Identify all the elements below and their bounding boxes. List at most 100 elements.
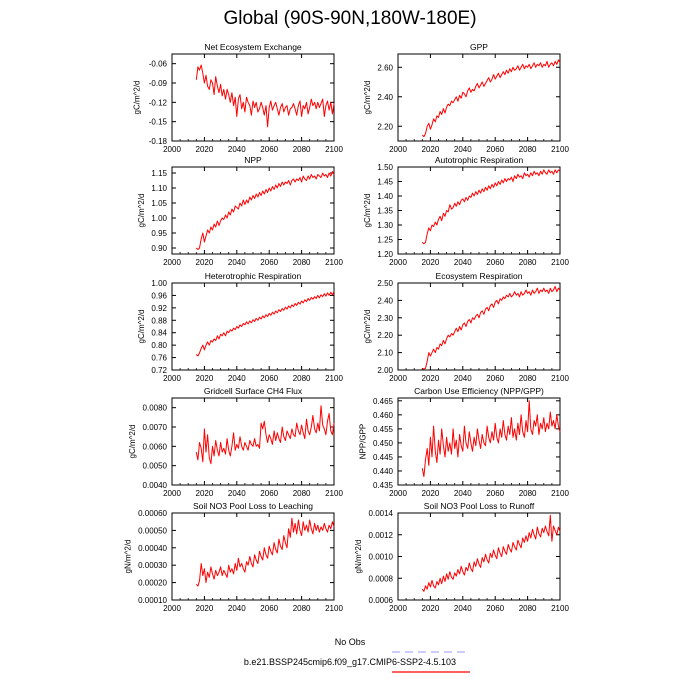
- series-line: [195, 64, 335, 128]
- y-axis-label: gC/m^2/d: [137, 310, 146, 344]
- y-tick-label: -0.09: [149, 79, 168, 88]
- y-tick-label: 0.445: [373, 453, 394, 462]
- x-tick-label: 2080: [519, 489, 537, 498]
- x-tick-label: 2060: [486, 145, 504, 154]
- x-tick-label: 2080: [293, 258, 311, 267]
- y-tick-label: 0.455: [373, 425, 394, 434]
- y-tick-label: 0.0008: [369, 574, 394, 583]
- y-tick-label: 0.80: [151, 341, 167, 350]
- x-tick-label: 2000: [389, 258, 407, 267]
- x-tick-label: 2100: [551, 604, 569, 613]
- y-tick-label: -0.06: [149, 60, 168, 69]
- x-tick-label: 2040: [228, 258, 246, 267]
- chart-panel-1: Net Ecosystem Exchange 2000 2020 2040 2060 20…: [133, 42, 344, 154]
- x-tick-label: 2020: [422, 145, 440, 154]
- x-tick-label: 2020: [422, 258, 440, 267]
- legend-line-model: [392, 671, 470, 673]
- x-tick-label: 2100: [325, 145, 343, 154]
- chart-title: Gridcell Surface CH4 Flux: [204, 386, 303, 396]
- legend-label-no-obs: No Obs: [334, 637, 366, 647]
- y-tick-label: 0.88: [151, 316, 167, 325]
- x-tick-label: 2100: [325, 374, 343, 383]
- chart-panel-5: Heterotrophic Respiration 2000 2020 2040 206…: [137, 271, 343, 383]
- x-tick-label: 2080: [519, 258, 537, 267]
- x-tick-label: 2000: [163, 489, 181, 498]
- x-tick-label: 2040: [454, 489, 472, 498]
- legend-label-model: b.e21.BSSP245cmip6.f09_g17.CMIP6-SSP2-4.…: [243, 657, 457, 667]
- x-tick-label: 2080: [293, 489, 311, 498]
- x-tick-label: 2000: [163, 145, 181, 154]
- y-axis-label: gC/m^2/d: [363, 194, 372, 228]
- x-tick-label: 2060: [486, 604, 504, 613]
- x-tick-label: 2020: [196, 258, 214, 267]
- plot-frame: [171, 166, 335, 255]
- chart-panel-3: NPP 2000 2020 2040 2060 2080 2100 0.90 0.95 1.00 1…: [137, 155, 343, 267]
- y-tick-label: 0.0014: [369, 509, 394, 518]
- y-tick-label: 2.40: [377, 296, 393, 305]
- x-tick-label: 2080: [293, 604, 311, 613]
- y-tick-label: 0.0006: [369, 596, 394, 605]
- x-tick-label: 2060: [260, 258, 278, 267]
- chart-title: Soil NO3 Pool Loss to Runoff: [424, 501, 535, 511]
- y-tick-label: 2.20: [377, 122, 393, 131]
- chart-title: NPP: [244, 155, 262, 165]
- y-tick-label: 2.40: [377, 93, 393, 102]
- y-tick-label: 0.465: [373, 397, 394, 406]
- y-tick-label: 1.50: [377, 163, 393, 172]
- x-tick-label: 2060: [486, 374, 504, 383]
- x-tick-label: 2000: [389, 604, 407, 613]
- x-tick-label: 2060: [260, 489, 278, 498]
- plot-frame: [171, 53, 335, 142]
- chart-panel-9: Soil NO3 Pool Loss to Leaching 2000 2020 20…: [124, 501, 344, 613]
- y-tick-label: -0.12: [149, 98, 168, 107]
- chart-title: Heterotrophic Respiration: [205, 271, 302, 281]
- x-tick-label: 2020: [422, 374, 440, 383]
- plot-frame: [171, 512, 335, 601]
- y-axis-label: gC/m^2/d: [363, 81, 372, 115]
- series-line: [421, 169, 561, 245]
- x-tick-label: 2040: [228, 604, 246, 613]
- y-tick-label: -0.18: [149, 137, 168, 146]
- x-tick-label: 2100: [551, 145, 569, 154]
- x-tick-label: 2020: [196, 374, 214, 383]
- y-tick-label: 0.00040: [138, 544, 167, 553]
- y-axis-label: gC/m^2/d: [137, 194, 146, 228]
- y-tick-label: 1.25: [377, 236, 393, 245]
- x-tick-label: 2040: [454, 258, 472, 267]
- y-axis-label: gC/m^2/d: [133, 81, 142, 115]
- y-tick-label: 0.435: [373, 481, 394, 490]
- x-tick-label: 2100: [325, 604, 343, 613]
- x-tick-label: 2100: [551, 374, 569, 383]
- y-tick-label: 0.00020: [138, 579, 167, 588]
- x-tick-label: 2020: [196, 604, 214, 613]
- x-tick-label: 2020: [422, 604, 440, 613]
- y-tick-label: 2.10: [377, 349, 393, 358]
- chart-title: Carbon Use Efficiency (NPP/GPP): [414, 386, 544, 396]
- plot-frame: [171, 282, 335, 371]
- y-axis-label: gN/m^2/d: [124, 540, 133, 574]
- chart-title: GPP: [470, 42, 488, 52]
- y-axis-label: gC/m^2/d: [128, 425, 137, 459]
- chart-panel-7: Gridcell Surface CH4 Flux 2000 2020 2040 206…: [128, 386, 343, 498]
- y-tick-label: 0.0010: [369, 553, 394, 562]
- chart-panel-4: Autotrophic Respiration 2000 2020 2040 2060 2…: [363, 155, 569, 267]
- y-tick-label: 0.450: [373, 439, 394, 448]
- chart-title: Ecosystem Respiration: [436, 271, 523, 281]
- y-tick-label: 0.00050: [138, 526, 167, 535]
- page-title: Global (90S-90N,180W-180E): [223, 8, 477, 29]
- x-tick-label: 2100: [551, 258, 569, 267]
- y-tick-label: 0.0070: [143, 423, 168, 432]
- x-tick-label: 2000: [389, 145, 407, 154]
- x-tick-label: 2040: [454, 145, 472, 154]
- y-tick-label: 0.0080: [143, 404, 168, 413]
- y-tick-label: 2.60: [377, 63, 393, 72]
- y-tick-label: 0.00010: [138, 596, 167, 605]
- x-tick-label: 2060: [260, 604, 278, 613]
- x-tick-label: 2060: [260, 374, 278, 383]
- x-tick-label: 2000: [163, 258, 181, 267]
- y-tick-label: 0.84: [151, 329, 167, 338]
- x-tick-label: 2080: [519, 145, 537, 154]
- series-line: [195, 291, 335, 357]
- x-tick-label: 2040: [228, 145, 246, 154]
